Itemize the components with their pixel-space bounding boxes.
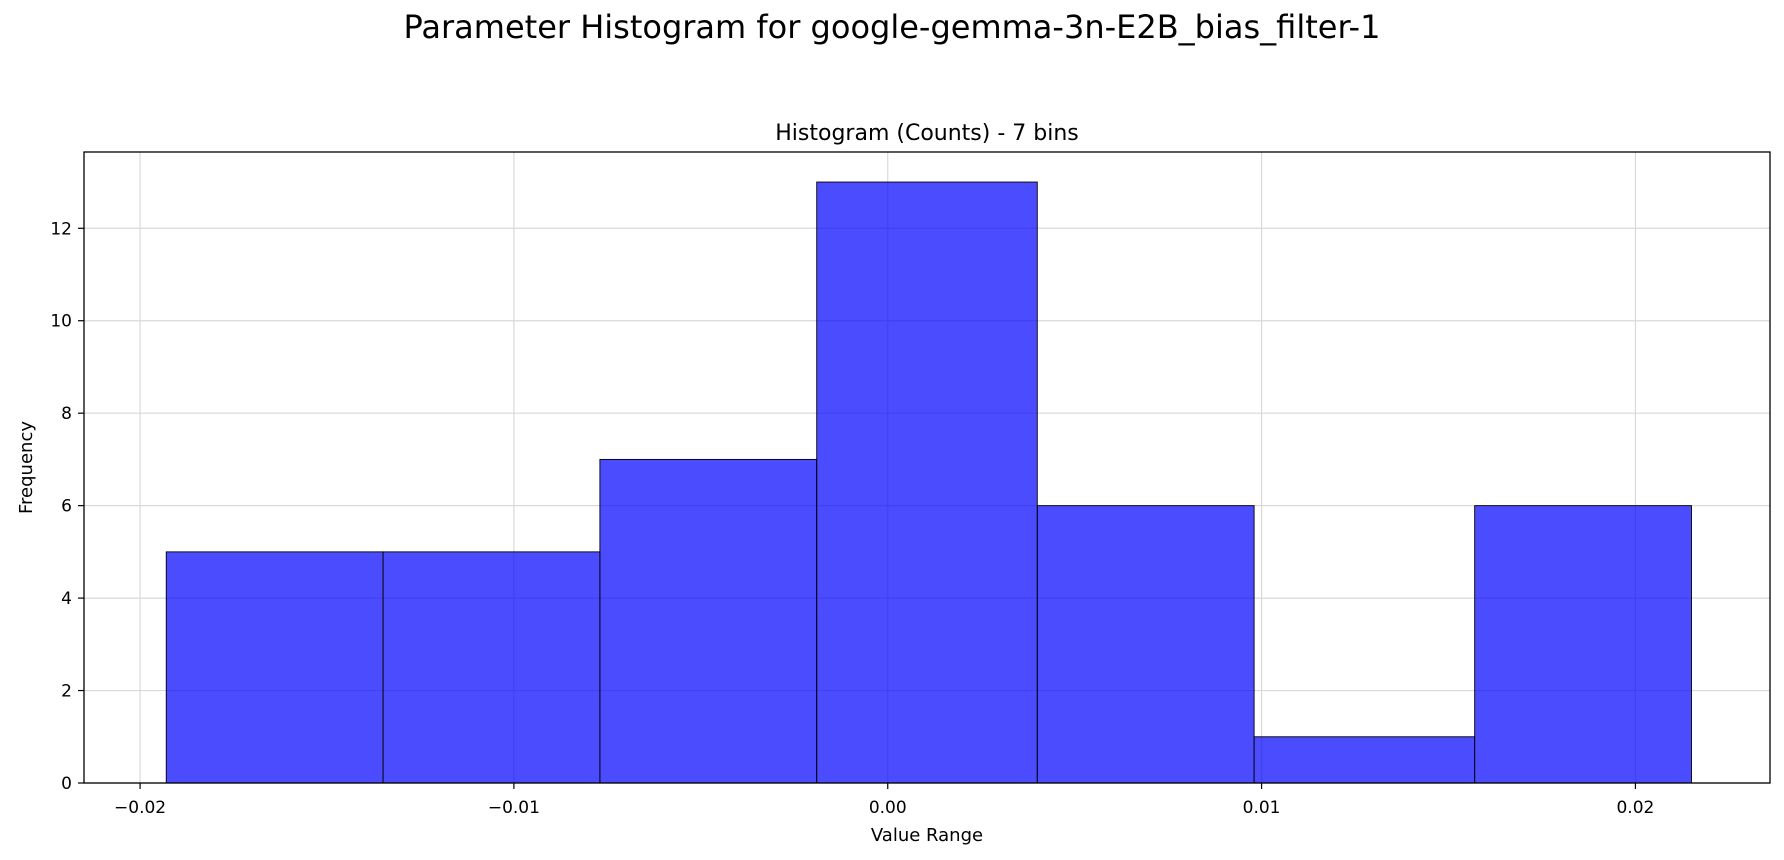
histogram-bar-5 xyxy=(1253,736,1476,784)
histogram-bar-0 xyxy=(165,551,384,784)
x-tick-label-2: 0.00 xyxy=(869,798,907,818)
y-axis-label: Frequency xyxy=(16,421,37,514)
histogram-bar-4 xyxy=(1036,505,1255,784)
bars-layer xyxy=(165,181,1692,784)
y-tick-label-0: 0 xyxy=(61,774,72,794)
x-tick-label-3: 0.01 xyxy=(1243,798,1281,818)
histogram-bar-2 xyxy=(599,458,818,784)
figure-suptitle: Parameter Histogram for google-gemma-3n-… xyxy=(403,8,1381,46)
y-tick-label-5: 10 xyxy=(50,312,72,332)
plot-frame xyxy=(83,151,1771,784)
histogram-bar-6 xyxy=(1474,505,1692,784)
histogram-bar-1 xyxy=(382,551,601,784)
histogram-bar-3 xyxy=(816,181,1038,784)
x-tick-label-4: 0.02 xyxy=(1616,798,1654,818)
y-tick-label-6: 12 xyxy=(50,219,72,239)
x-axis-ticks: −0.02 −0.01 0.00 0.01 0.02 xyxy=(114,783,1654,818)
x-axis-label: Value Range xyxy=(871,825,983,846)
y-tick-label-2: 4 xyxy=(61,589,72,609)
y-tick-label-3: 6 xyxy=(61,497,72,517)
plot-title: Histogram (Counts) - 7 bins xyxy=(775,121,1078,146)
y-tick-label-4: 8 xyxy=(61,404,72,424)
y-tick-label-1: 2 xyxy=(61,682,72,702)
y-axis-ticks: 0 2 4 6 8 10 12 xyxy=(50,219,84,794)
x-tick-label-1: −0.01 xyxy=(488,798,540,818)
x-tick-label-0: −0.02 xyxy=(114,798,166,818)
